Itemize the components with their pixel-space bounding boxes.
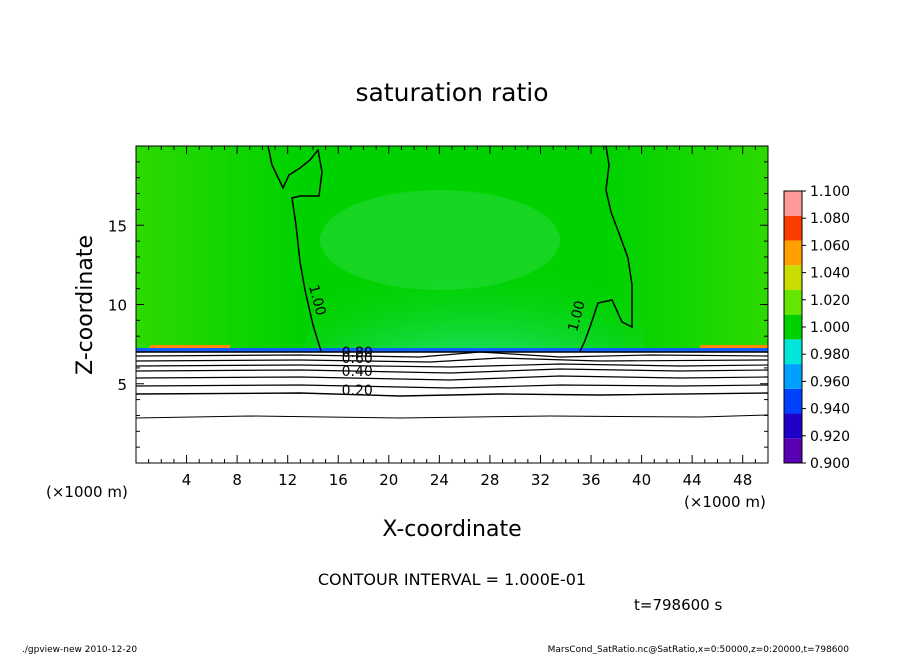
- x-tick-label: 4: [182, 471, 192, 489]
- field-white-region: [136, 351, 768, 463]
- contour-label: 0.20: [342, 383, 373, 399]
- contour-0-10: [136, 414, 768, 419]
- footer-right: MarsCond_SatRatio.nc@SatRatio,x=0:50000,…: [548, 645, 850, 654]
- contour-label: 0.60: [342, 351, 373, 367]
- contour-0-30: [136, 384, 768, 389]
- colorbar-swatch: [784, 240, 802, 266]
- colorbar-level-label: 0.960: [810, 374, 850, 390]
- colorbar-swatch: [784, 364, 802, 389]
- contour-0-40: [136, 375, 768, 381]
- colorbar-swatch: [784, 215, 802, 241]
- x-unit-left: (×1000 m): [46, 483, 128, 501]
- colorbar-swatch: [784, 289, 802, 315]
- contour-label: 0.40: [342, 364, 373, 380]
- y-tick-label: 10: [108, 297, 127, 315]
- colorbar-level-label: 1.080: [810, 211, 850, 227]
- y-tick-label: 15: [108, 217, 127, 235]
- colorbar-swatch: [784, 265, 802, 290]
- footer-left: ./gpview-new 2010-12-20: [22, 645, 137, 654]
- colorbar-level-label: 1.100: [810, 184, 850, 200]
- plot-area: [136, 146, 768, 463]
- contour-label: 1.00: [565, 299, 589, 333]
- colorbar-level-label: 0.940: [810, 402, 850, 418]
- contour-lines: [136, 146, 768, 419]
- x-tick-label: 40: [632, 471, 651, 489]
- x-tick-label: 32: [531, 471, 550, 489]
- x-tick-label: 20: [379, 471, 398, 489]
- x-axis: 4 8 12 16 20 24 28 32 36 40 44 48: [148, 146, 756, 489]
- contour-1-00-right: [579, 146, 633, 352]
- contour-0-20: [136, 392, 768, 397]
- contour-1-00-left: [267, 146, 323, 352]
- left-yellowish-band: [136, 146, 296, 351]
- x-tick-label: 8: [232, 471, 242, 489]
- boundary-blue-line: [136, 348, 768, 352]
- x-tick-label: 48: [733, 471, 752, 489]
- chart-title: saturation ratio: [355, 78, 548, 107]
- contour-0-70: [136, 357, 768, 363]
- x-tick-label: 16: [329, 471, 348, 489]
- contour-label: 1.00: [305, 283, 329, 317]
- colorbar-level-label: 1.020: [810, 293, 850, 309]
- colorbar-level-label: 1.060: [810, 238, 850, 254]
- x-tick-label: 36: [581, 471, 600, 489]
- colorbar-level-label: 1.040: [810, 266, 850, 282]
- colorbar: 0.900 0.920 0.940 0.960 0.980 1.000 1.020 1.040…: [783, 184, 850, 472]
- colorbar-swatch: [784, 388, 802, 414]
- contour-interval-text: CONTOUR INTERVAL = 1.000E-01: [318, 570, 586, 589]
- colorbar-swatch: [784, 191, 802, 216]
- light-green-patch: [320, 190, 560, 290]
- colorbar-level-label: 0.900: [810, 456, 850, 472]
- x-axis-label: X-coordinate: [382, 517, 521, 542]
- contour-0-60: [136, 363, 768, 368]
- time-text: t=798600 s: [634, 596, 722, 614]
- x-tick-label: 12: [278, 471, 297, 489]
- x-tick-label: 28: [480, 471, 499, 489]
- colorbar-level-label: 0.980: [810, 347, 850, 363]
- contour-0-80: [136, 351, 768, 358]
- x-tick-label: 24: [430, 471, 449, 489]
- contour-labels: 1.00 1.00 0.800.600.40 0.20: [305, 283, 589, 399]
- colorbar-level-label: 1.000: [810, 320, 850, 336]
- colorbar-swatch: [784, 339, 802, 365]
- colorbar-swatch: [784, 314, 802, 340]
- x-tick-label: 44: [683, 471, 702, 489]
- colorbar-swatch: [784, 438, 802, 463]
- left-orange-edge: [150, 345, 230, 348]
- y-axis-label: Z-coordinate: [73, 235, 98, 375]
- colorbar-swatch: [784, 413, 802, 439]
- colorbar-level-label: 0.920: [810, 429, 850, 445]
- right-orange-edge: [700, 345, 768, 348]
- y-axis: 5 10 15: [108, 161, 768, 448]
- contour-0-50: [136, 368, 768, 374]
- x-unit-right: (×1000 m): [684, 493, 766, 511]
- contour-label: 0.80: [342, 345, 373, 361]
- y-tick-label: 5: [117, 376, 127, 394]
